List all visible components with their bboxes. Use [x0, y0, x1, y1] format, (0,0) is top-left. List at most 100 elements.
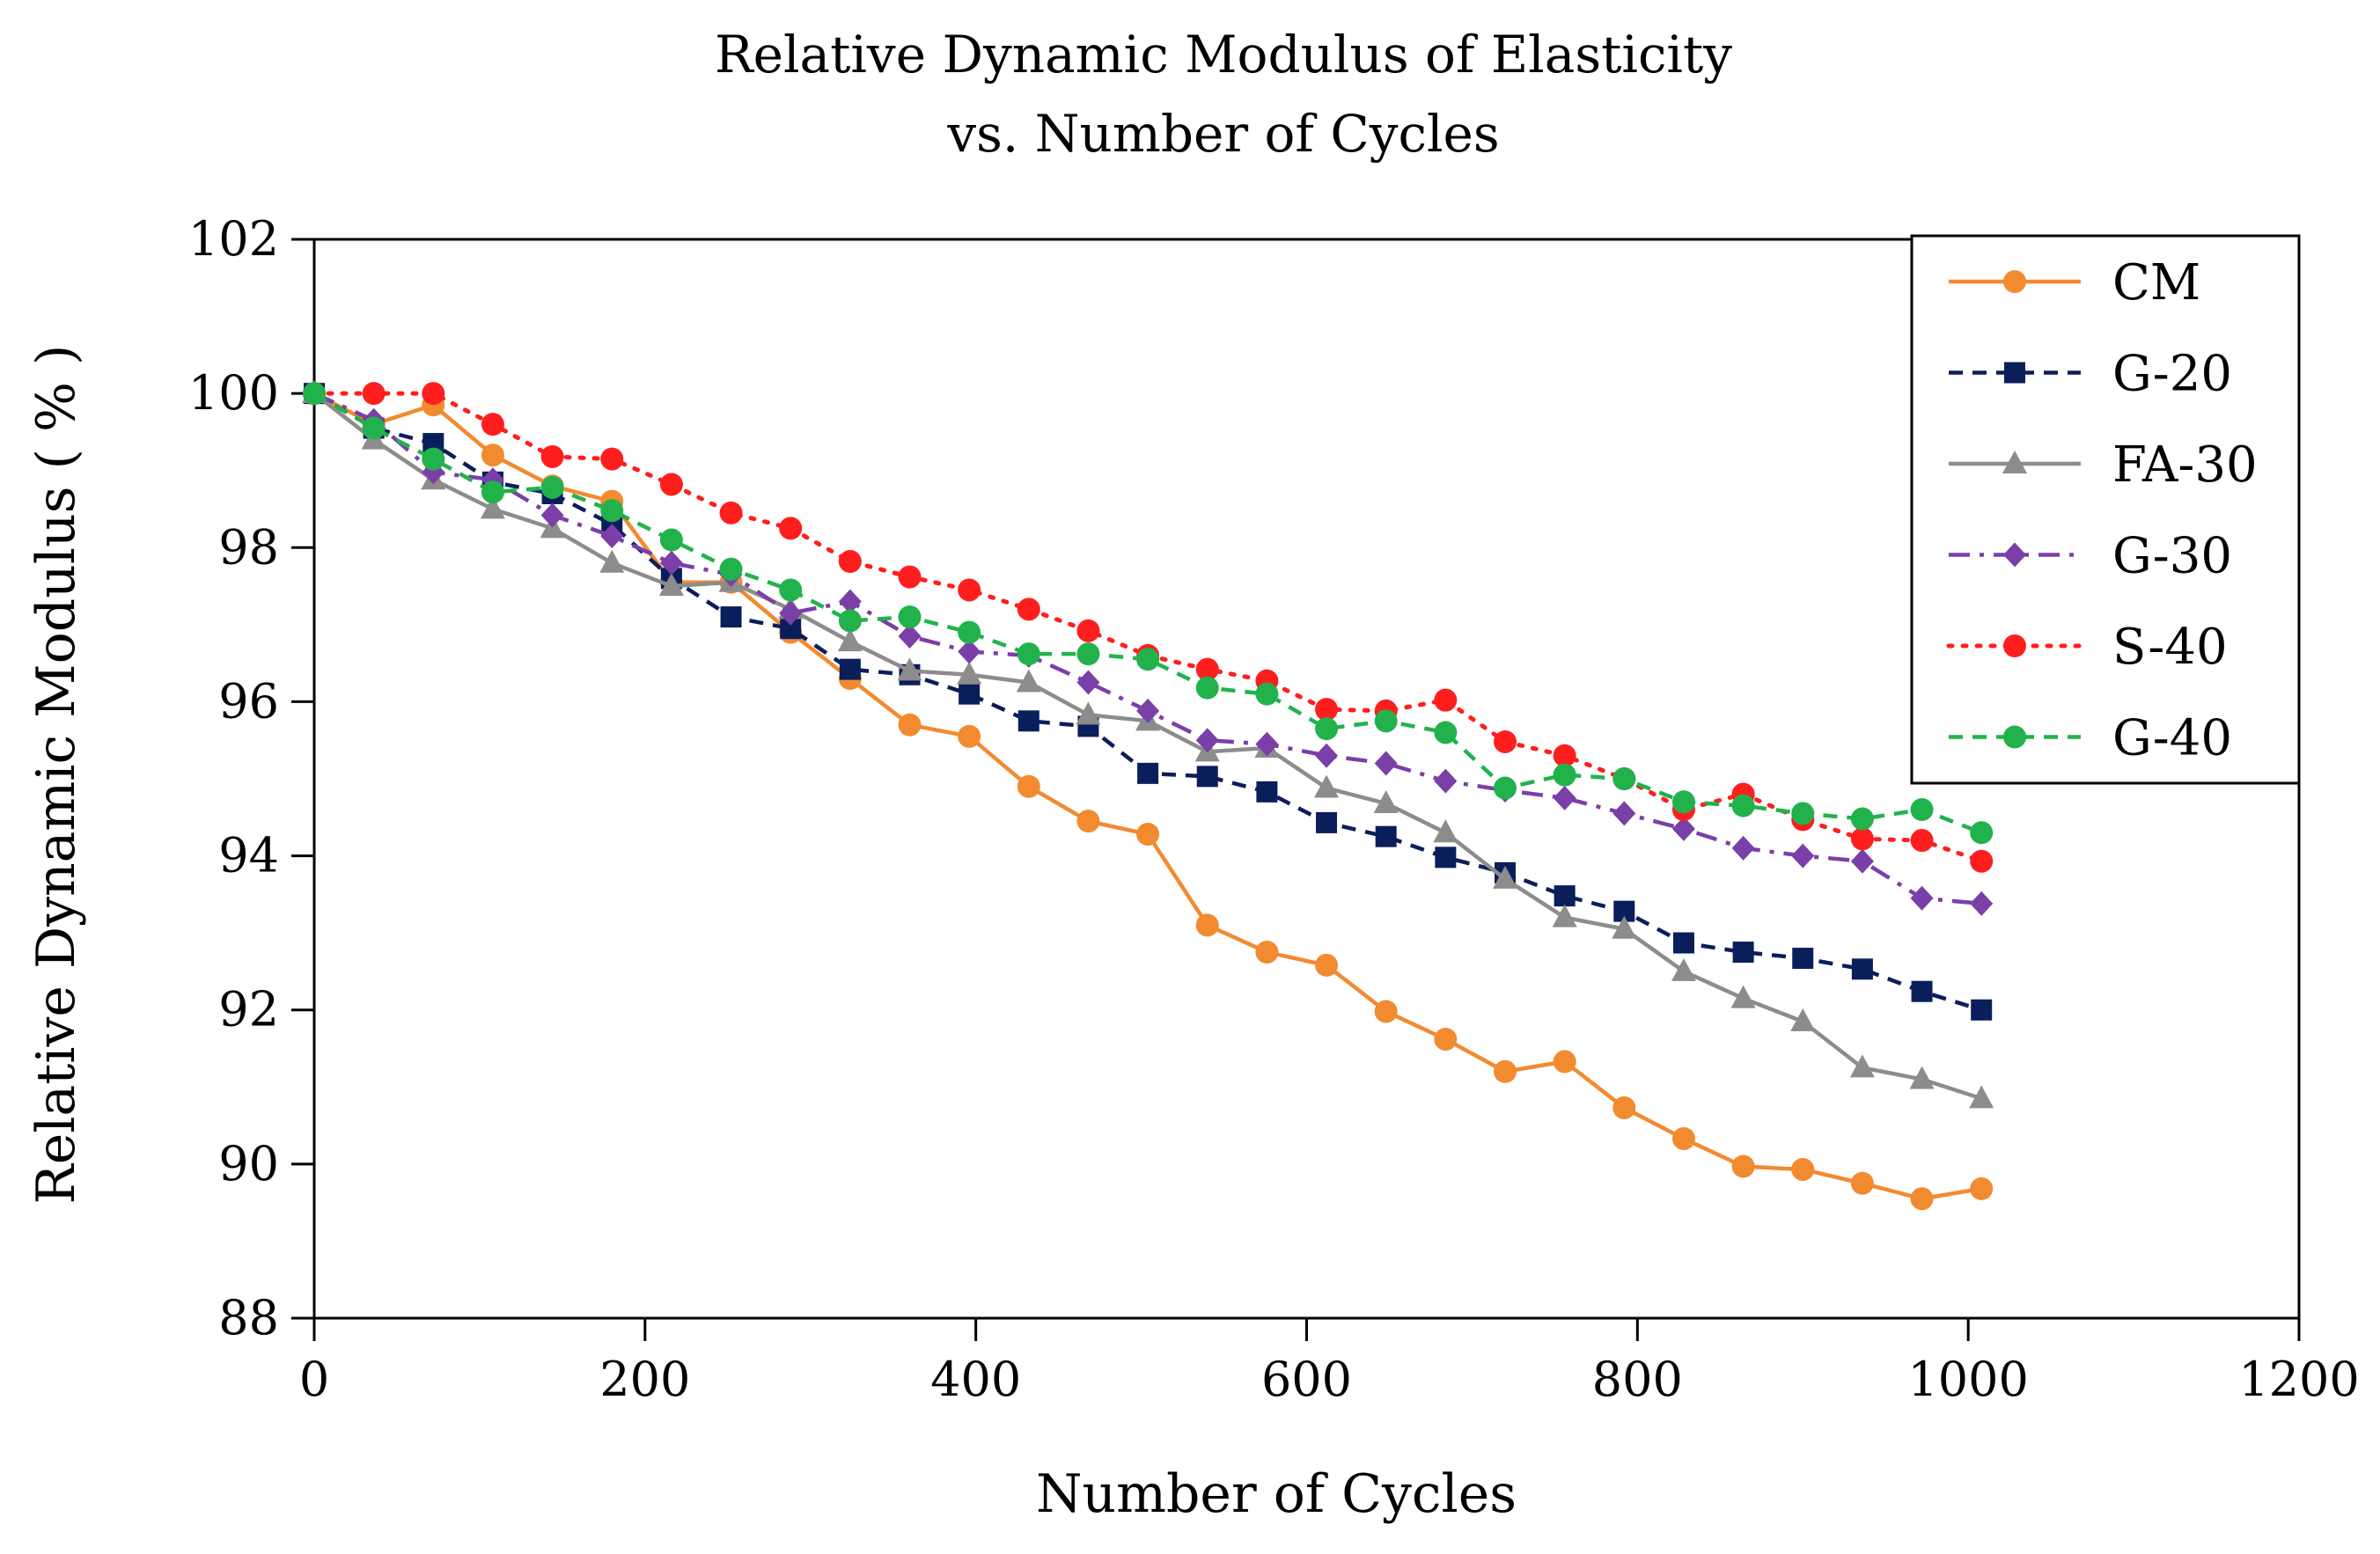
data-point-g-40 [600, 499, 624, 523]
legend-item-g-20: G-20 [1949, 346, 2232, 403]
x-tick-label: 200 [599, 1352, 690, 1407]
legend-swatch-marker [2003, 270, 2026, 293]
y-tick-label: 96 [218, 673, 279, 729]
data-point-g-20 [959, 683, 981, 705]
data-point-fa-30 [1433, 819, 1458, 843]
data-point-cm [1434, 1027, 1458, 1051]
y-tick-label: 92 [218, 982, 279, 1037]
data-point-g-20 [1316, 811, 1338, 833]
y-axis-title: Relative Dynamic Modulus ( % ) [26, 345, 87, 1205]
data-point-cm [1612, 1096, 1636, 1119]
data-point-g-30 [1315, 743, 1339, 768]
data-point-g-20 [1613, 900, 1635, 922]
y-tick-label: 98 [218, 519, 279, 575]
data-point-s-40 [362, 382, 386, 406]
data-point-cm [1553, 1050, 1576, 1074]
data-point-g-20 [1017, 710, 1039, 732]
data-point-g-30 [1434, 768, 1458, 794]
data-point-cm [1970, 1176, 1994, 1200]
data-point-cm [1910, 1187, 1934, 1211]
data-point-g-40 [1494, 776, 1517, 800]
data-point-g-30 [659, 550, 683, 575]
x-tick-label: 1000 [1907, 1352, 2028, 1407]
data-point-g-40 [898, 605, 922, 629]
data-point-cm [958, 724, 981, 748]
data-point-g-40 [779, 578, 803, 602]
data-point-g-20 [1732, 942, 1754, 964]
data-point-g-30 [1553, 785, 1576, 810]
data-point-fa-30 [1969, 1085, 1994, 1109]
y-tick-label: 88 [218, 1290, 279, 1345]
data-point-s-40 [540, 444, 564, 468]
data-point-s-40 [1494, 729, 1517, 753]
legend-item-g-40: G-40 [1949, 710, 2232, 767]
data-point-g-30 [1791, 843, 1815, 869]
data-point-g-30 [898, 623, 922, 649]
data-point-g-40 [659, 528, 683, 552]
data-point-fa-30 [599, 549, 625, 573]
data-point-g-40 [362, 416, 386, 440]
data-point-cm [1850, 1171, 1874, 1195]
legend-label: FA-30 [2112, 436, 2258, 494]
data-point-g-40 [481, 480, 504, 504]
legend-item-cm: CM [1949, 254, 2200, 312]
data-point-s-40 [1434, 688, 1458, 712]
data-point-g-40 [1612, 767, 1636, 790]
data-point-cm [1374, 1000, 1398, 1023]
data-point-fa-30 [897, 657, 922, 681]
data-point-g-30 [779, 600, 803, 626]
data-point-g-40 [1017, 642, 1040, 666]
axes: 0 200 400 600 800 1000 1200 88 90 92 94 96 98 100 102 [188, 211, 2360, 1407]
data-point-g-30 [958, 639, 981, 664]
data-point-g-30 [838, 589, 862, 614]
data-point-g-40 [1136, 648, 1160, 671]
legend-item-g-30: G-30 [1949, 528, 2232, 585]
data-point-cm [1731, 1155, 1755, 1178]
data-point-g-40 [1315, 717, 1339, 741]
data-point-g-40 [1374, 709, 1398, 733]
data-point-cm [1136, 823, 1160, 847]
data-point-fa-30 [957, 661, 982, 685]
data-point-g-40 [719, 557, 743, 581]
x-axis-title: Number of Cycles [1036, 1463, 1517, 1525]
data-point-g-40 [1255, 682, 1279, 706]
data-point-fa-30 [480, 495, 505, 519]
data-point-s-40 [1017, 597, 1040, 621]
data-point-g-20 [1554, 885, 1576, 907]
data-point-g-40 [1791, 802, 1815, 825]
data-point-s-40 [719, 501, 743, 524]
legend: CM G-20 FA-30 G-30 S-40 G-40 [1910, 234, 2301, 785]
data-point-fa-30 [837, 628, 863, 652]
chart-title: Relative Dynamic Modulus of Elasticity [715, 25, 1732, 84]
data-point-g-30 [1612, 801, 1636, 826]
x-tick-label: 0 [299, 1352, 329, 1407]
data-point-cm [1494, 1059, 1517, 1083]
data-point-g-40 [1850, 807, 1874, 831]
data-point-fa-30 [1612, 915, 1637, 939]
legend-swatch-marker [2003, 634, 2026, 657]
data-point-g-20 [1792, 948, 1814, 970]
data-point-g-30 [1374, 751, 1398, 776]
x-tick-label: 600 [1261, 1352, 1352, 1407]
data-point-g-30 [1136, 698, 1160, 723]
data-point-g-20 [1971, 999, 1993, 1021]
data-point-cm [1315, 953, 1339, 977]
data-point-cm [1076, 810, 1100, 833]
y-tick-label: 102 [188, 211, 279, 267]
chart-subtitle: vs. Number of Cycles [946, 104, 1499, 164]
data-point-cm [898, 713, 922, 737]
data-point-g-20 [1256, 781, 1278, 803]
data-point-s-40 [1970, 849, 1994, 873]
series-g-40 [303, 382, 1994, 845]
data-point-s-40 [600, 447, 624, 471]
data-point-g-30 [1195, 728, 1219, 753]
data-point-g-40 [1195, 676, 1219, 700]
data-point-cm [1791, 1157, 1815, 1181]
data-point-s-40 [898, 565, 922, 589]
y-tick-label: 94 [218, 828, 279, 883]
data-point-g-40 [958, 620, 981, 644]
data-point-g-20 [1672, 932, 1694, 954]
data-point-g-40 [540, 475, 564, 499]
data-point-g-40 [838, 609, 862, 633]
data-point-cm [481, 443, 504, 467]
